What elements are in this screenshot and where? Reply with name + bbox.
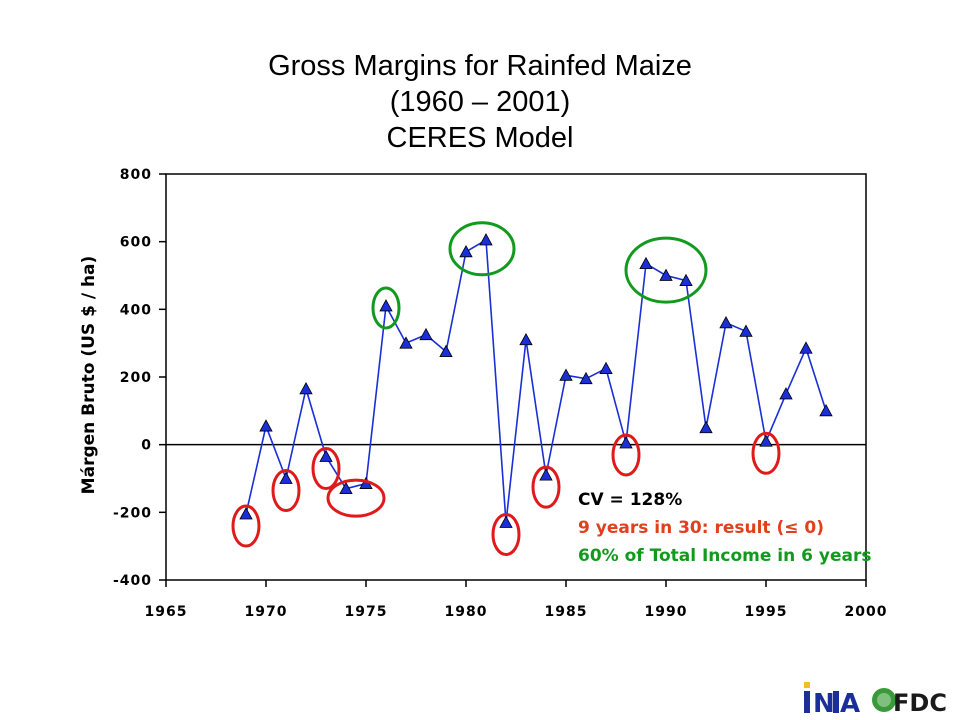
top-year-circle <box>624 236 708 304</box>
y-axis-label: Márgen Bruto (US $ / ha) <box>79 256 99 495</box>
negative-year-circle <box>491 512 521 556</box>
negative-year-circle <box>611 433 641 477</box>
data-point <box>639 256 653 270</box>
x-tick-label: 1990 <box>645 604 688 620</box>
data-point <box>339 481 353 495</box>
svg-text:N: N <box>813 689 835 716</box>
data-point <box>519 332 533 346</box>
annotation-negative-years: 9 years in 30: result (≤ 0) <box>578 518 825 538</box>
data-point <box>319 449 333 462</box>
data-point <box>799 341 813 354</box>
y-tick-label: 0 <box>141 438 152 454</box>
data-point <box>759 434 773 447</box>
annotation-cv: CV = 128% <box>578 490 683 510</box>
negative-year-circle <box>231 504 261 548</box>
negative-year-circle <box>311 447 341 491</box>
series-line <box>245 238 827 523</box>
x-tick-label: 1985 <box>545 604 588 620</box>
data-point <box>779 387 793 400</box>
x-tick-label: 1980 <box>445 604 488 620</box>
chart-title: Gross Margins for Rainfed Maize (1960 – … <box>0 48 960 156</box>
data-point <box>579 371 593 385</box>
data-point <box>279 471 293 484</box>
x-tick-label: 2000 <box>845 604 888 620</box>
data-point <box>599 361 613 374</box>
annotation-top-income: 60% of Total Income in 6 years <box>578 546 872 566</box>
chart-title-line-3: CERES Model <box>386 122 574 154</box>
top-year-circle <box>371 286 401 330</box>
x-tick-label: 1975 <box>345 604 388 620</box>
data-point <box>299 382 313 395</box>
svg-text:FDC: FDC <box>893 689 947 716</box>
data-point <box>419 327 433 341</box>
y-tick-label: 200 <box>120 370 152 386</box>
y-tick-label: -400 <box>113 573 152 589</box>
chart-title-line-2: (1960 – 2001) <box>389 86 571 118</box>
data-point <box>679 273 693 286</box>
negative-year-circle <box>751 431 781 475</box>
data-point <box>379 299 393 312</box>
negative-year-circle <box>326 478 386 518</box>
y-tick-label: 600 <box>120 235 152 251</box>
x-tick-label: 1970 <box>245 604 288 620</box>
data-point <box>819 403 833 417</box>
data-point <box>239 507 253 520</box>
data-point <box>739 324 753 337</box>
data-point <box>439 344 453 358</box>
y-tick-label: -200 <box>113 505 152 521</box>
x-tick-label: 1965 <box>145 604 188 620</box>
data-point <box>659 268 673 281</box>
inia-ifdc-logo: N A FDC <box>804 682 947 716</box>
data-point <box>399 336 413 349</box>
annotation-box: CV = 128% 9 years in 30: result (≤ 0) 60… <box>578 486 872 570</box>
x-tick-label: 1995 <box>745 604 788 620</box>
data-point <box>559 368 573 381</box>
data-point <box>459 244 473 258</box>
chart-title-line-1: Gross Margins for Rainfed Maize <box>268 50 692 82</box>
data-point <box>479 233 493 246</box>
svg-text:A: A <box>840 689 860 716</box>
ifdc-logo-mark: FDC <box>872 688 947 716</box>
y-tick-label: 800 <box>120 167 152 183</box>
top-year-circle <box>448 221 516 277</box>
negative-year-circle <box>271 469 301 512</box>
data-point <box>719 316 733 329</box>
data-point <box>619 436 633 449</box>
y-tick-label: 400 <box>120 302 152 318</box>
negative-year-circle <box>531 465 561 509</box>
data-point <box>499 515 513 528</box>
data-point <box>539 468 553 481</box>
data-point <box>699 420 713 434</box>
data-point <box>259 419 273 432</box>
inia-logo-mark: N A <box>804 682 860 716</box>
